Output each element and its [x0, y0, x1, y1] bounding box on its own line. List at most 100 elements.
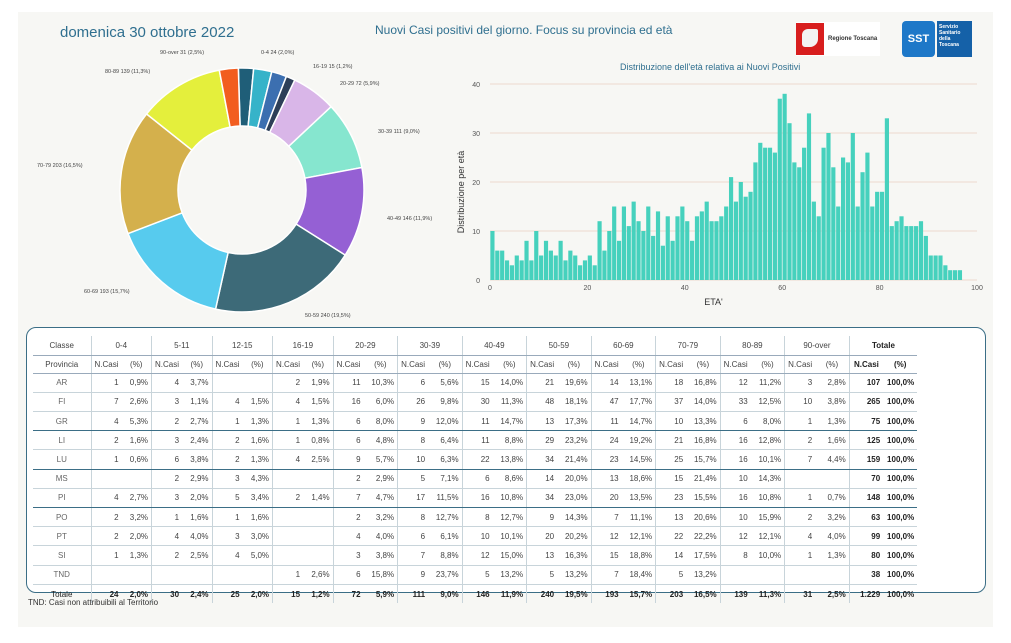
column-subheader: (%): [557, 355, 592, 374]
histogram-bar: [558, 240, 563, 280]
histogram-bar: [621, 206, 627, 280]
table-cell: 8: [397, 430, 429, 451]
table-cell: 12,0%: [428, 411, 463, 432]
table-cell: 1: [784, 411, 816, 432]
table-cell: FI: [33, 392, 91, 413]
table-cell: 9: [397, 565, 429, 585]
table-cell: 13,2%: [492, 565, 527, 585]
pegasus-flag-icon: [796, 23, 824, 55]
table-cell: 14,3%: [557, 507, 592, 528]
table-cell: 8: [397, 507, 429, 528]
table-cell: 2,6%: [121, 392, 152, 413]
table-cell: 7: [397, 545, 429, 566]
histogram-bar: [733, 201, 739, 280]
table-cell: 4: [211, 545, 243, 566]
total-cell: 139: [719, 584, 751, 604]
column-subheader: N.Casi: [590, 355, 622, 374]
table-cell: 10,8%: [750, 488, 785, 509]
table-cell: TND: [33, 565, 91, 585]
total-cell: 111: [397, 584, 429, 604]
histogram-bar: [651, 235, 656, 280]
table-cell: [272, 545, 304, 566]
table-cell: 7: [590, 507, 622, 528]
table-cell: 4: [272, 392, 304, 413]
table-cell: 12,7%: [492, 507, 527, 528]
table-cell: 100,0%: [883, 469, 918, 489]
footnote: TND: Casi non attribuibili al Territorio: [28, 598, 159, 607]
table-cell: 1,3%: [815, 411, 850, 432]
y-tick-label: 0: [476, 278, 480, 285]
table-cell: [303, 545, 334, 566]
table-cell: 17,7%: [621, 392, 656, 413]
table-cell: 1: [272, 411, 304, 432]
table-cell: 23,7%: [428, 565, 463, 585]
table-cell: 18: [655, 373, 687, 393]
table-cell: 7: [590, 565, 622, 585]
table-cell: 30: [461, 392, 493, 413]
table-cell: 33: [719, 392, 751, 413]
table-cell: 15,0%: [492, 545, 527, 566]
table-cell: 11,5%: [428, 488, 463, 509]
table-cell: [211, 565, 243, 585]
y-axis-label: Distribuzione per età: [456, 151, 466, 234]
table-cell: [815, 469, 850, 489]
table-cell: 34: [526, 449, 558, 470]
table-cell: 2: [151, 545, 183, 566]
y-tick-label: 20: [472, 180, 480, 187]
table-cell: 10: [719, 469, 751, 489]
table-row: PT 2 2,0% 4 4,0% 3 3,0% 4 4,0% 6 6,1% 10 10,1% 20 20,2…: [33, 526, 918, 547]
histogram-bar: [670, 240, 675, 280]
table-cell: 19,2%: [621, 430, 656, 451]
table-cell: 2,0%: [121, 526, 152, 547]
column-subheader: N.Casi: [397, 355, 429, 374]
total-cell: 193: [590, 584, 622, 604]
table-cell: LI: [33, 430, 91, 451]
histogram-bar: [899, 216, 904, 280]
histogram-bar: [500, 250, 505, 280]
table-cell: 23,2%: [557, 430, 592, 451]
histogram-bar: [728, 177, 734, 280]
donut-label: 30-39 111 (9,0%): [378, 129, 420, 135]
table-cell: 10: [397, 449, 429, 470]
table-cell: 4: [90, 488, 122, 509]
table-cell: 8,0%: [750, 411, 785, 432]
histogram-bar: [889, 226, 894, 280]
table-cell: 13: [526, 411, 558, 432]
table-cell: 20: [526, 526, 558, 547]
table-cell: 14,0%: [686, 392, 721, 413]
column-group-header: 90-over: [784, 336, 850, 356]
table-cell: 80: [848, 545, 884, 566]
table-cell: 100,0%: [883, 430, 918, 451]
table-cell: 12,5%: [750, 392, 785, 413]
table-cell: 8,6%: [492, 469, 527, 489]
table-cell: 4,8%: [363, 430, 398, 451]
table-cell: 2: [272, 373, 304, 393]
table-cell: 16: [332, 392, 364, 413]
total-cell: 19,5%: [564, 589, 588, 599]
table-cell: [272, 469, 304, 489]
column-subheader: (%): [815, 355, 850, 374]
histogram-bar: [777, 98, 782, 280]
table-cell: 5,3%: [121, 411, 152, 432]
table-cell: PO: [33, 507, 91, 528]
table-cell: 2: [332, 507, 364, 528]
table-cell: 2: [211, 449, 243, 470]
province-age-table: Classe 0-4 5-11 12-15 16-19 20-29 30-39 40-49 50…: [33, 336, 918, 604]
x-tick-label: 100: [971, 285, 983, 292]
table-cell: 16: [719, 449, 751, 470]
table-cell: 23: [590, 449, 622, 470]
x-tick-label: 60: [778, 285, 786, 292]
table-cell: 3,0%: [242, 526, 273, 547]
histogram-bar: [514, 255, 519, 280]
table-cell: 6,1%: [428, 526, 463, 547]
table-cell: 14: [590, 373, 622, 393]
column-group-header: 0-4: [90, 336, 152, 356]
table-cell: 15,9%: [750, 507, 785, 528]
donut-label: 50-59 240 (19,5%): [305, 313, 351, 319]
table-cell: SI: [33, 545, 91, 566]
table-cell: 37: [655, 392, 687, 413]
table-row: SI 1 1,3% 2 2,5% 4 5,0% 3 3,8% 7 8,8% 12 15,0% 13 16,3…: [33, 545, 918, 566]
table-cell: 2,5%: [303, 449, 334, 470]
table-cell: 23: [655, 488, 687, 509]
table-cell: 100,0%: [883, 449, 918, 470]
